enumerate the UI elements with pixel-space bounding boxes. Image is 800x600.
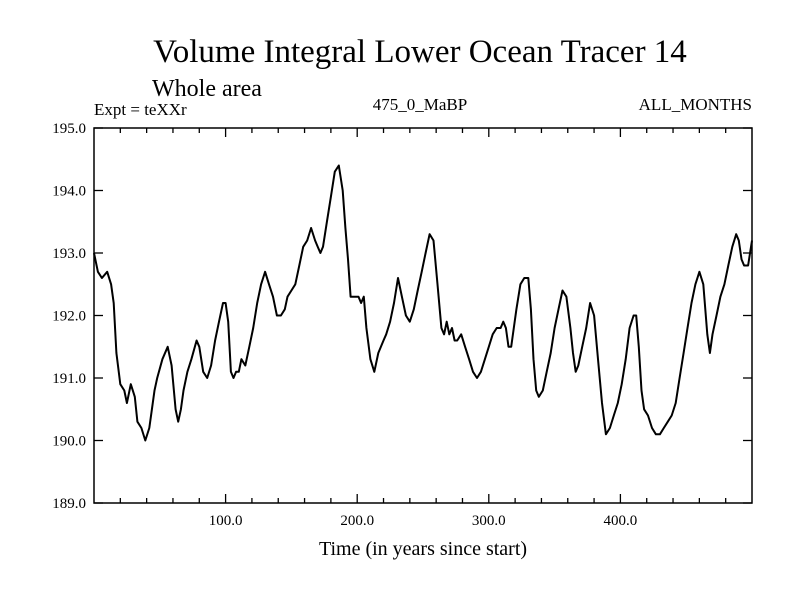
y-tick-label: 193.0: [52, 246, 86, 262]
y-tick-label: 191.0: [52, 371, 86, 387]
y-axis: 189.0 190.0 191.0 192.0 193.0 194.0 195.0: [52, 121, 752, 512]
y-tick-label: 195.0: [52, 121, 86, 137]
x-axis-label: Time (in years since start): [319, 538, 527, 560]
x-axis: 100.0 200.0 300.0 400.0: [119, 128, 727, 529]
x-tick-label: 400.0: [604, 513, 638, 529]
x-tick-label: 200.0: [340, 513, 374, 529]
y-tick-label: 192.0: [52, 309, 86, 325]
y-tick-label: 189.0: [52, 496, 86, 512]
series-line-tracer-14: [93, 164, 753, 442]
plot-frame: [93, 127, 753, 504]
period-label: 475_0_MaBP: [373, 95, 467, 114]
y-tick-label: 194.0: [52, 184, 86, 200]
experiment-label: Expt = teXXr: [94, 100, 187, 119]
plot-area: 189.0 190.0 191.0 192.0 193.0 194.0 195.0 100.…: [52, 121, 753, 529]
chart-title: Volume Integral Lower Ocean Tracer 14: [153, 34, 687, 70]
months-label: ALL_MONTHS: [639, 95, 752, 114]
y-tick-label: 190.0: [52, 434, 86, 450]
x-tick-label: 100.0: [209, 513, 243, 529]
x-tick-label: 300.0: [472, 513, 506, 529]
chart-subtitle: Whole area: [152, 76, 262, 102]
